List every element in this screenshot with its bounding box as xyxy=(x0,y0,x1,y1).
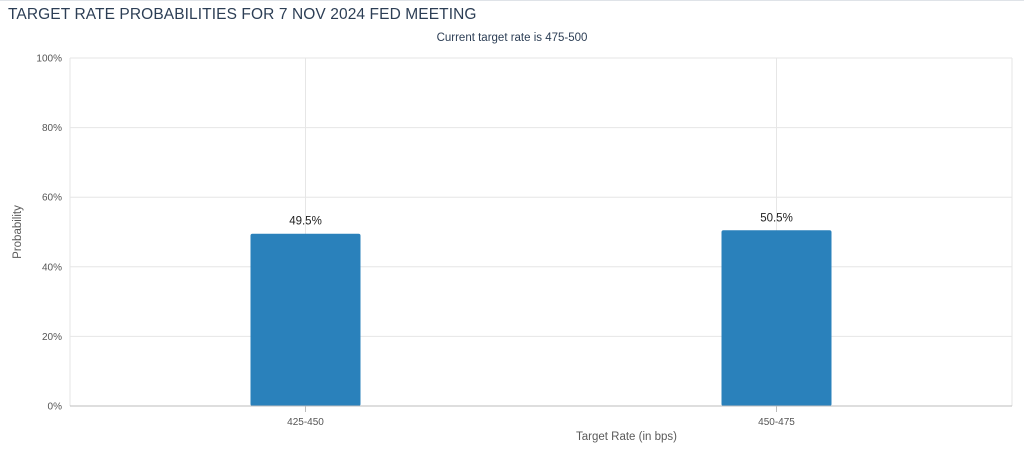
x-tick-label: 425-450 xyxy=(287,417,324,428)
y-tick-label: 100% xyxy=(36,54,62,65)
x-tick-label: 450-475 xyxy=(758,417,795,428)
bar[interactable] xyxy=(250,233,361,406)
y-tick-label: 20% xyxy=(42,332,62,343)
y-tick-label: 0% xyxy=(48,402,63,413)
y-tick-label: 60% xyxy=(42,193,62,204)
chart-title: TARGET RATE PROBABILITIES FOR 7 NOV 2024… xyxy=(8,6,477,23)
y-tick-label: 80% xyxy=(42,123,62,134)
data-label: 49.5% xyxy=(289,216,322,228)
x-axis-label: Target Rate (in bps) xyxy=(576,431,677,443)
top-border xyxy=(0,0,1024,1)
chart-subtitle: Current target rate is 475-500 xyxy=(436,32,588,44)
y-tick-label: 40% xyxy=(42,262,62,273)
data-label: 50.5% xyxy=(760,212,793,224)
bar[interactable] xyxy=(721,230,832,406)
